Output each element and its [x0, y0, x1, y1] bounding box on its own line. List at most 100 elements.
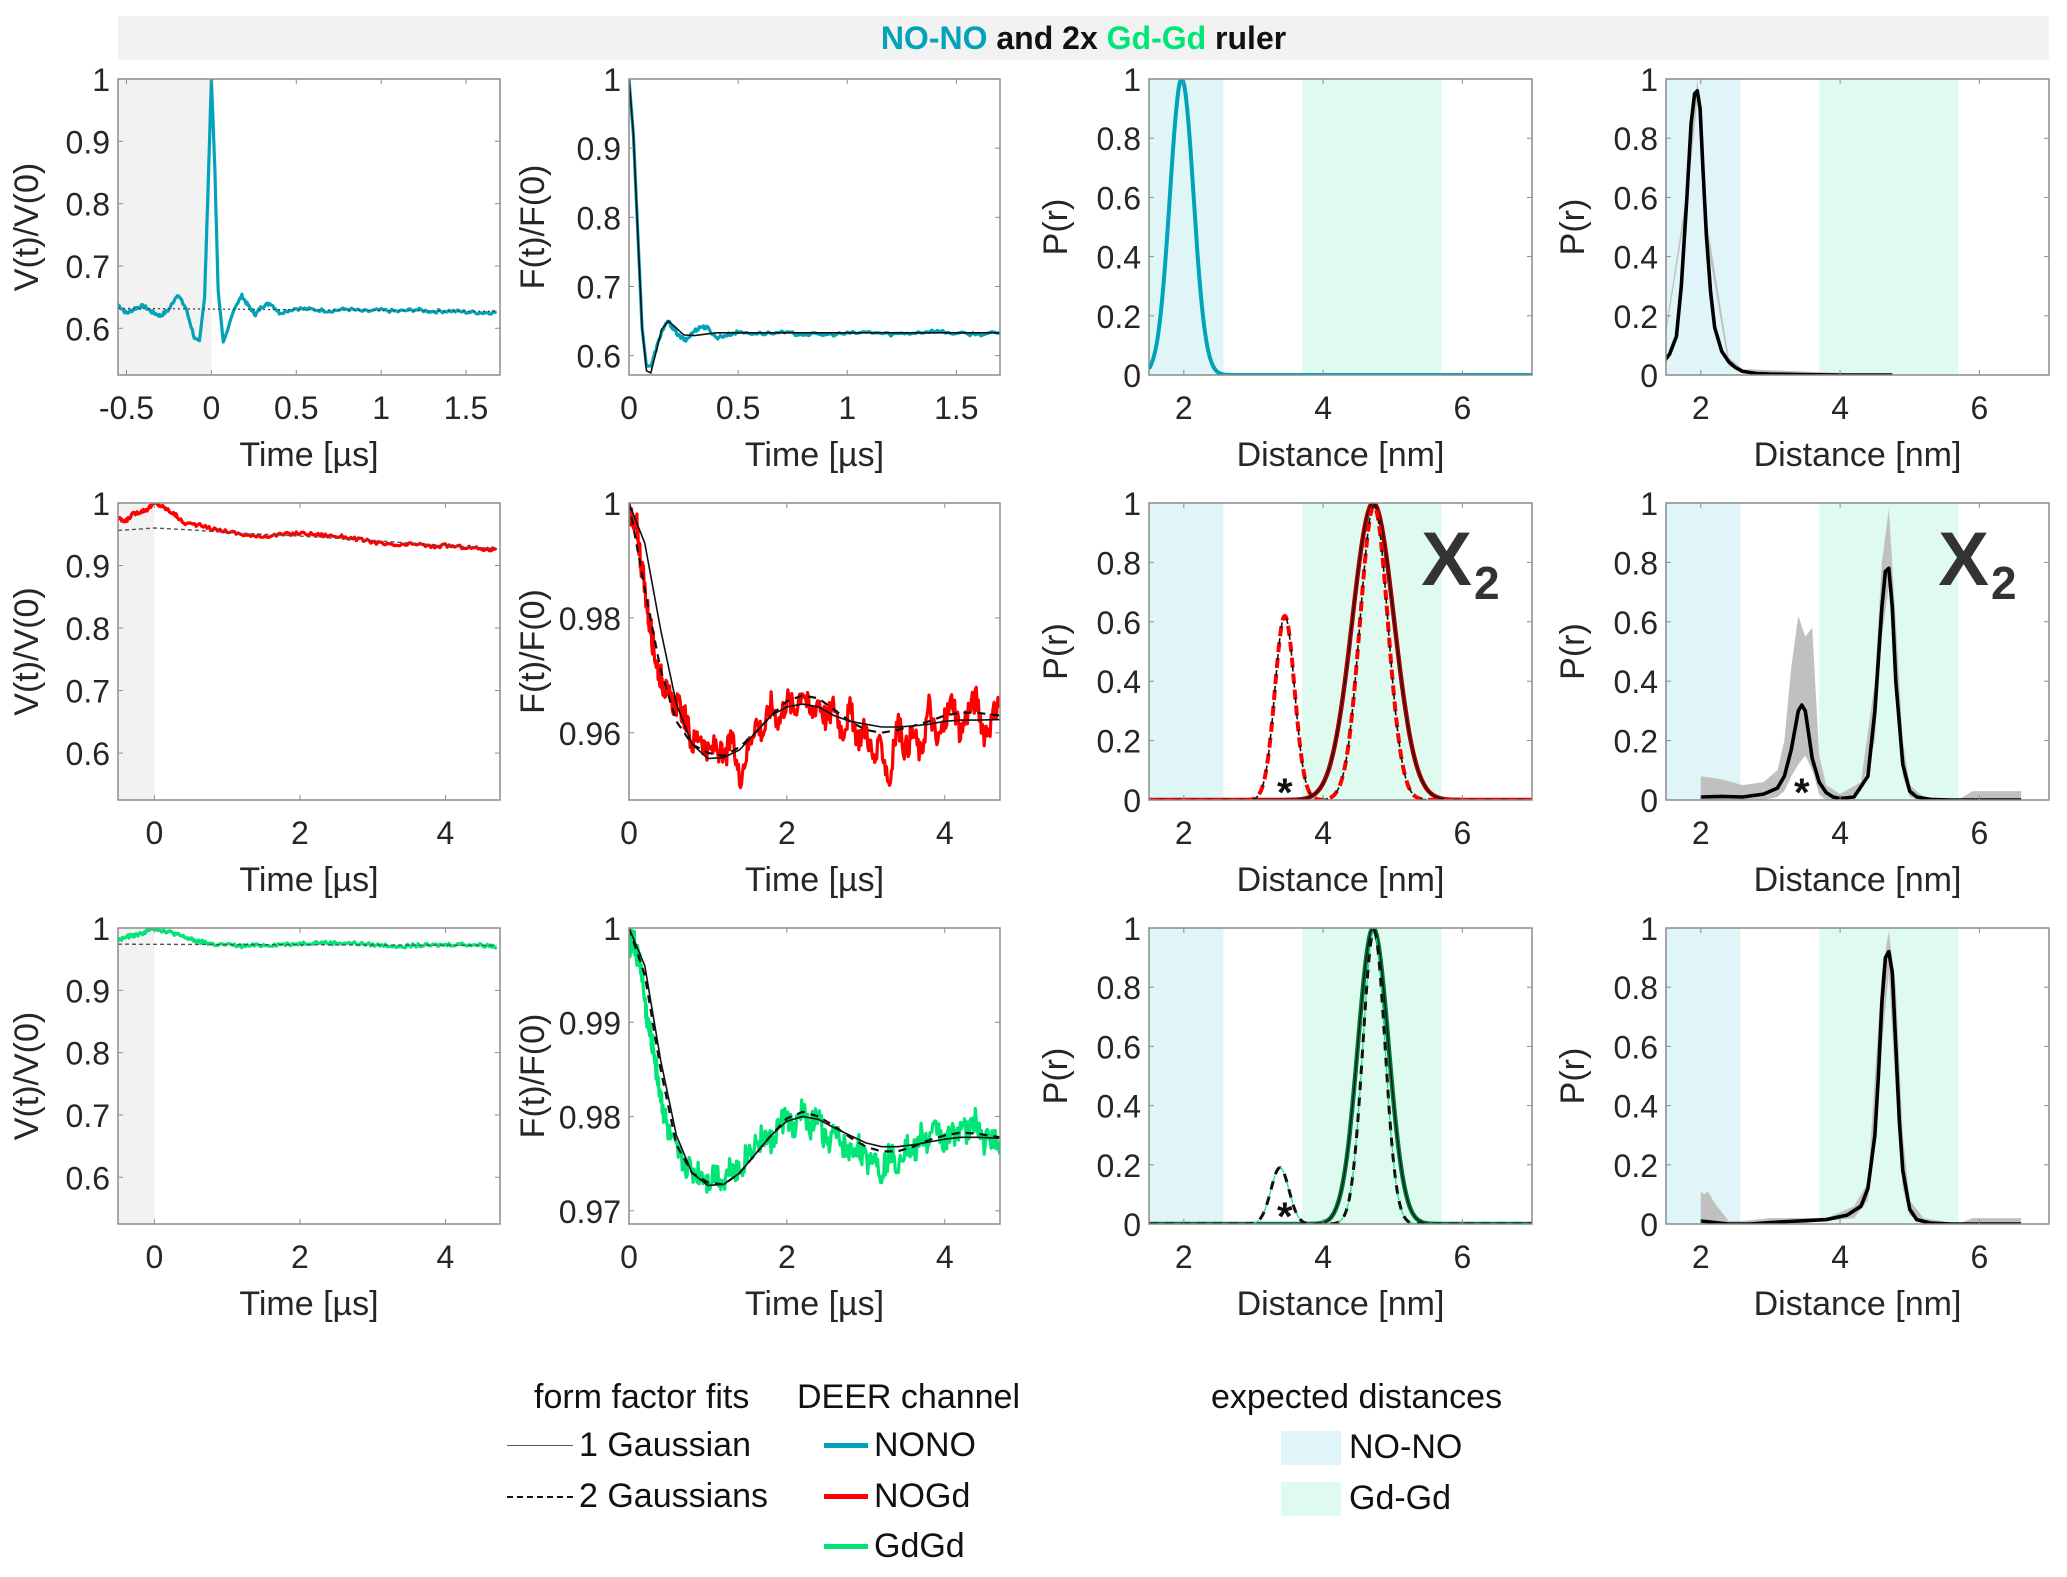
- fit-2-gaussians-line: [629, 503, 1000, 757]
- x-tick-label: -0.5: [99, 390, 154, 426]
- y-axis-label: V(t)/V(0): [8, 163, 46, 291]
- legend-label: NO-NO: [1349, 1428, 1463, 1466]
- y-tick-label: 0.4: [1097, 240, 1141, 276]
- x-tick-label: 4: [437, 815, 455, 851]
- y-tick-label: 1: [1123, 62, 1141, 98]
- y-tick-label: 0.96: [559, 716, 621, 752]
- panel-r3c2: 0 2 4 0.97 0.98 0.99 1 Time [µs] F(t)/F(0): [514, 911, 1001, 1323]
- x-tick-label: 0: [620, 815, 638, 851]
- x2-subscript: 2: [1474, 557, 1500, 609]
- axes-box: [117, 927, 501, 1225]
- y-tick-label: 0.98: [559, 601, 621, 637]
- x-axis-label: Time [µs]: [745, 1285, 884, 1323]
- x-tick-label: 0: [145, 815, 163, 851]
- axes-box: [1665, 502, 2050, 801]
- x-tick-label: 6: [1970, 1239, 1988, 1275]
- y-tick-label: 0.98: [559, 1100, 621, 1136]
- y-axis-label: P(r): [1037, 623, 1075, 680]
- series-nogd-data: [118, 503, 498, 553]
- x-axis-label: Distance [nm]: [1237, 1285, 1445, 1323]
- x-tick-label: 4: [1831, 1239, 1849, 1275]
- y-tick-label: 1: [1123, 911, 1141, 947]
- plot-area: [629, 503, 1000, 790]
- panel-r1c3: 2 4 6 0 0.2 0.4 0.6 0.8 1 Distance [nm] P(r): [1037, 62, 1533, 474]
- y-tick-label: 0: [1640, 1207, 1658, 1243]
- pr-2-gaussians-tint-line: [1149, 930, 1532, 1224]
- x-tick-label: 4: [1831, 390, 1849, 426]
- legend-label: NOGd: [874, 1477, 971, 1515]
- x-tick-label: 2: [1692, 815, 1710, 851]
- x-tick-label: 6: [1453, 390, 1471, 426]
- x-tick-label: 2: [1692, 390, 1710, 426]
- legend-title: expected distances: [1211, 1378, 1503, 1416]
- plot-area: [1666, 79, 1959, 375]
- asterisk-annotation: *: [1277, 1195, 1293, 1239]
- y-tick-label: 0.2: [1614, 1148, 1658, 1184]
- y-tick-label: 0.9: [66, 124, 110, 160]
- y-tick-label: 0.6: [66, 736, 110, 772]
- plot-area: [118, 503, 498, 800]
- expected-band-no-no: [1666, 928, 1741, 1224]
- series-gdgd-data: [118, 928, 498, 950]
- x-axis-label: Distance [nm]: [1237, 436, 1445, 474]
- y-axis-label: P(r): [1554, 199, 1592, 256]
- x-tick-label: 4: [1314, 390, 1332, 426]
- legend-entry-gd-gd-band: Gd-Gd: [1281, 1479, 1451, 1518]
- y-axis-label: P(r): [1037, 1048, 1075, 1105]
- axes-box: [1148, 502, 1533, 801]
- fit-1-gaussian-line: [629, 928, 1000, 1187]
- y-tick-label: 0.2: [1097, 1148, 1141, 1184]
- x-axis-label: Distance [nm]: [1754, 861, 1962, 899]
- y-tick-label: 0.2: [1614, 724, 1658, 760]
- y-tick-label: 0: [1123, 1207, 1141, 1243]
- panel-r2c1: 0 2 4 0.6 0.7 0.8 0.9 1 Time [µs] V(t)/V(0): [8, 486, 501, 899]
- fit-1-gaussian-line: [629, 503, 1000, 760]
- expected-band-no-no: [1149, 79, 1224, 375]
- legend-label: 2 Gaussians: [579, 1477, 768, 1515]
- x-tick-label: 2: [291, 815, 309, 851]
- x2-annotation: X: [1938, 517, 1989, 602]
- pretrigger-shade: [118, 79, 212, 375]
- plot-area: [1666, 928, 2022, 1224]
- legend-entry-1-gaussian: 1 Gaussian: [507, 1426, 751, 1465]
- x-axis-label: Time [µs]: [239, 436, 378, 474]
- expected-band-no-no: [1149, 928, 1224, 1224]
- y-tick-label: 0.6: [1097, 605, 1141, 641]
- pretrigger-shade: [118, 503, 155, 800]
- y-tick-label: 0.6: [1097, 180, 1141, 216]
- plot-area: [1666, 503, 2022, 800]
- panel-r1c2: 0 0.5 1 1.5 0.6 0.7 0.8 0.9 1 Time [µs] F(t)/F(0): [514, 62, 1001, 474]
- x-tick-label: 1: [838, 390, 856, 426]
- x2-annotation: X: [1421, 517, 1472, 602]
- x-tick-label: 4: [936, 1239, 954, 1275]
- x-tick-label: 2: [291, 1239, 309, 1275]
- y-tick-label: 0.6: [1614, 180, 1658, 216]
- y-tick-label: 0: [1123, 783, 1141, 819]
- x-tick-label: 1: [372, 390, 390, 426]
- pretrigger-shade: [118, 928, 155, 1224]
- plot-area: [118, 928, 498, 1224]
- nogd-line-swatch-icon: [824, 1494, 868, 1499]
- x-tick-label: 6: [1970, 390, 1988, 426]
- legend-entry-nono: NONO: [824, 1426, 976, 1465]
- x-axis-label: Distance [nm]: [1754, 436, 1962, 474]
- axes-box: [628, 927, 1001, 1225]
- legend-label: 1 Gaussian: [579, 1426, 751, 1464]
- y-axis-label: P(r): [1554, 623, 1592, 680]
- y-tick-label: 0.4: [1614, 1089, 1658, 1125]
- x-tick-label: 2: [1175, 1239, 1193, 1275]
- dashed-line-swatch-icon: [507, 1495, 573, 1498]
- y-axis-label: P(r): [1554, 1048, 1592, 1105]
- y-tick-label: 1: [1640, 486, 1658, 522]
- series-nono-data: [118, 79, 497, 344]
- legend-label: NONO: [874, 1426, 976, 1464]
- axes-box: [1148, 78, 1533, 376]
- plot-area: [1149, 79, 1532, 375]
- legend-title: DEER channel: [797, 1378, 1021, 1416]
- gd-gd-band-swatch-icon: [1281, 1481, 1341, 1516]
- y-tick-label: 1: [92, 486, 110, 522]
- plot-area: [629, 928, 1000, 1194]
- pr-1-gaussian-core-line: [1149, 503, 1532, 800]
- y-tick-label: 0.8: [1614, 121, 1658, 157]
